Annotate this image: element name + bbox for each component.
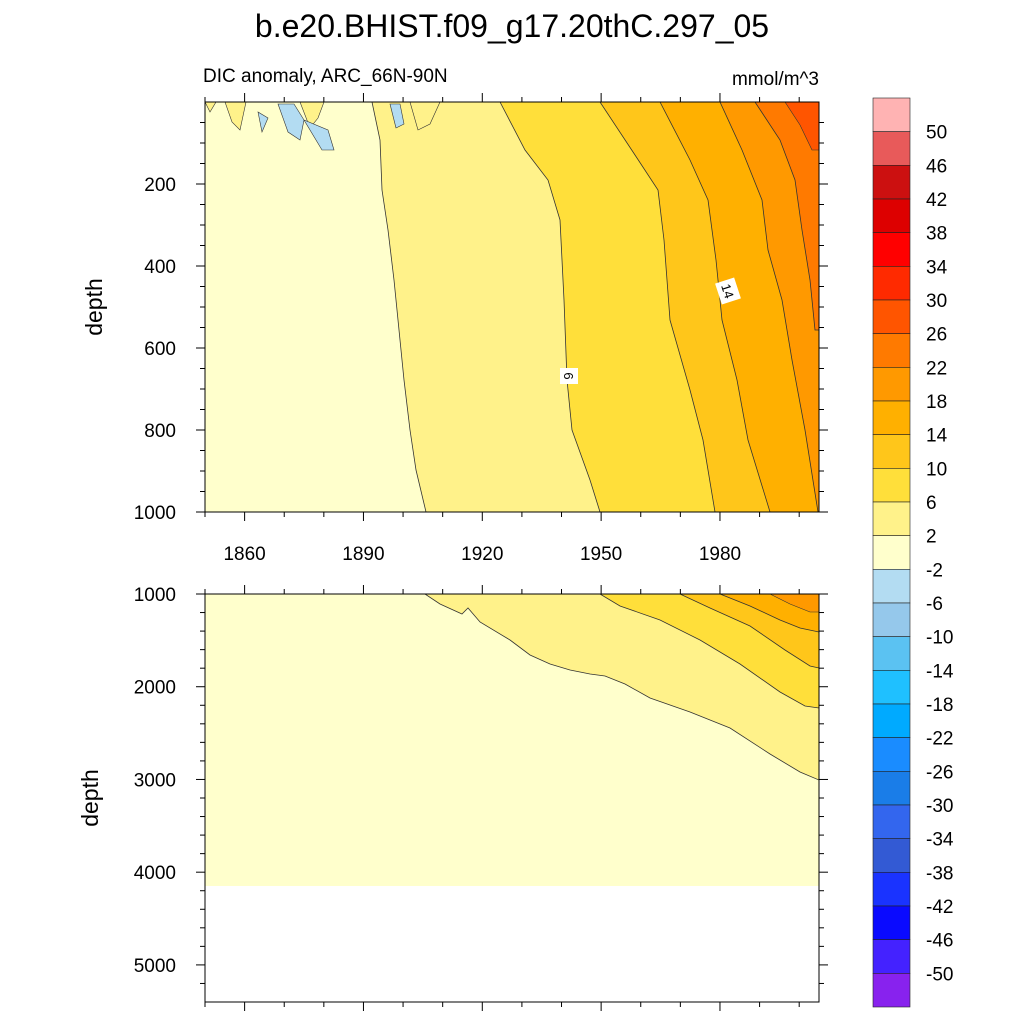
colorbar-label: 2 [926, 527, 937, 548]
lower-y-tick-labels: 1000 2000 3000 4000 5000 [134, 585, 176, 977]
lower-band-18-22 [769, 594, 819, 613]
colorbar-label: 50 [926, 123, 947, 144]
colorbar-label: -14 [926, 661, 954, 682]
colorbar-swatch [872, 266, 911, 301]
colorbar-label: 34 [926, 257, 948, 278]
colorbar-label: -26 [926, 762, 953, 783]
colorbar [872, 97, 911, 1008]
upper-y-tick-labels: 200 400 600 800 1000 [134, 175, 176, 524]
negative-anomaly-patches [257, 103, 405, 151]
colorbar-labels: 50 46 42 38 34 30 26 22 18 14 10 6 2 -2 -6 -10 -14 -18 -22… [926, 123, 954, 986]
x-tick-label-1950: 1950 [580, 544, 622, 565]
lower-y-tick-label: 3000 [134, 770, 176, 791]
lower-contour-fill [205, 594, 819, 886]
colorbar-label: -46 [926, 931, 953, 952]
colorbar-label: -42 [926, 897, 953, 918]
lower-ticks [196, 585, 828, 1011]
colorbar-swatch [872, 165, 911, 200]
colorbar-label: 6 [926, 493, 937, 514]
colorbar-swatch [872, 771, 911, 806]
contour-label-14: 14 [715, 277, 741, 305]
colorbar-label: 22 [926, 358, 947, 379]
colorbar-label: -18 [926, 695, 953, 716]
colorbar-label: 10 [926, 459, 947, 480]
chart-subtitle: DIC anomaly, ARC_66N-90N [203, 66, 448, 87]
upper-y-tick-label: 600 [144, 339, 176, 360]
colorbar-label: 26 [926, 325, 947, 346]
colorbar-swatch [872, 905, 911, 940]
colorbar-swatch [872, 602, 911, 637]
upper-y-tick-label: 1000 [134, 503, 176, 524]
colorbar-swatch [872, 535, 911, 570]
upper-ticks [196, 93, 828, 521]
colorbar-label: -22 [926, 729, 953, 750]
colorbar-swatch [872, 737, 911, 772]
upper-y-tick-label: 400 [144, 257, 176, 278]
upper-band-18-22 [719, 102, 819, 512]
colorbar-label: -38 [926, 863, 953, 884]
colorbar-swatch [872, 636, 911, 671]
upper-panel: 200 400 600 800 1000 depth 6 14 [81, 93, 828, 524]
x-tick-label-1860: 1860 [223, 544, 265, 565]
colorbar-swatch [872, 367, 911, 402]
colorbar-swatch [872, 232, 911, 267]
surface-wiggles [205, 102, 441, 131]
colorbar-swatch [872, 973, 911, 1008]
units-label: mmol/m^3 [732, 69, 819, 90]
colorbar-label: -34 [926, 830, 954, 851]
x-tick-label-1980: 1980 [699, 544, 741, 565]
lower-y-tick-label: 1000 [134, 585, 176, 606]
colorbar-swatch [872, 434, 911, 469]
colorbar-swatch [872, 703, 911, 738]
colorbar-swatch [872, 838, 911, 873]
lower-panel: 1000 2000 3000 4000 5000 depth [77, 585, 828, 1011]
svg-text:6: 6 [561, 372, 576, 379]
upper-y-tick-label: 200 [144, 175, 176, 196]
upper-y-tick-label: 800 [144, 421, 176, 442]
colorbar-swatch [872, 198, 911, 233]
colorbar-swatch [872, 501, 911, 536]
colorbar-label: -6 [926, 594, 943, 615]
colorbar-swatch [872, 569, 911, 604]
x-tick-label-1890: 1890 [342, 544, 384, 565]
lower-y-axis-label: depth [77, 769, 103, 827]
colorbar-swatch [872, 333, 911, 368]
lower-y-tick-label: 2000 [134, 678, 176, 699]
colorbar-label: -30 [926, 796, 953, 817]
colorbar-label: 30 [926, 291, 947, 312]
svg-text:14: 14 [718, 282, 737, 300]
colorbar-label: 14 [926, 426, 948, 447]
colorbar-swatch [872, 872, 911, 907]
colorbar-swatch [872, 97, 911, 132]
x-tick-label-1920: 1920 [461, 544, 503, 565]
colorbar-swatch [872, 299, 911, 334]
colorbar-swatch [872, 468, 911, 503]
colorbar-swatch [872, 939, 911, 974]
colorbar-swatch [872, 400, 911, 435]
colorbar-label: 42 [926, 190, 947, 211]
colorbar-swatch [872, 131, 911, 166]
chart-title: b.e20.BHIST.f09_g17.20thC.297_05 [255, 8, 769, 44]
colorbar-label: 46 [926, 156, 947, 177]
colorbar-label: -10 [926, 628, 953, 649]
upper-band-22-26 [754, 102, 819, 331]
colorbar-label: -2 [926, 560, 943, 581]
colorbar-swatch [872, 804, 911, 839]
lower-y-tick-label: 5000 [134, 956, 176, 977]
upper-y-axis-label: depth [81, 278, 107, 336]
colorbar-label: 18 [926, 392, 947, 413]
contour-label-6: 6 [560, 368, 578, 384]
colorbar-swatch [872, 670, 911, 705]
upper-band-26-30 [784, 102, 819, 151]
upper-contour-fill [205, 102, 819, 512]
lower-y-tick-label: 4000 [134, 863, 176, 884]
colorbar-label: -50 [926, 964, 953, 985]
x-tick-labels: 1860 1890 1920 1950 1980 [223, 544, 741, 565]
colorbar-label: 38 [926, 224, 947, 245]
